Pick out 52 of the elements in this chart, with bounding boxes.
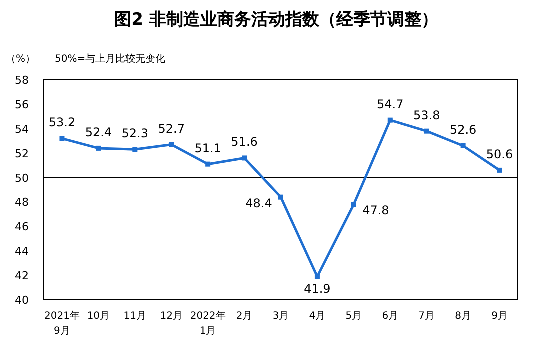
point: [242, 156, 248, 161]
data-label: 53.2: [48, 116, 76, 130]
point: [60, 136, 65, 142]
y-axis-title: （%）: [6, 54, 36, 65]
x-tick-label: 12月: [160, 311, 183, 322]
y-tick-label: 44: [15, 245, 29, 258]
point: [278, 194, 284, 200]
text: 50%=与上月比较无变化: [55, 53, 166, 65]
point: [169, 142, 174, 148]
data-label: 51.6: [231, 135, 258, 150]
x-tick-label: 8月: [455, 311, 472, 322]
point: [314, 274, 320, 280]
y-tick-label: 50: [15, 172, 29, 185]
point: [497, 168, 502, 173]
point: [351, 202, 356, 208]
data-label: 54.7: [377, 97, 404, 112]
data-label: 53.8: [413, 108, 440, 122]
chart-title: 图2 非制造业商务活动指数（经季节调整）: [114, 10, 438, 30]
data-label: 52.6: [450, 123, 477, 137]
point: [96, 146, 102, 151]
x-tick-label: 6月: [382, 311, 399, 322]
x-tick-label: 10月: [87, 311, 110, 322]
y-tick-label: 42: [15, 270, 29, 283]
data-label: 51.1: [194, 141, 222, 156]
x-tick-label: 7月: [418, 311, 436, 322]
point: [132, 147, 138, 152]
data-label: 52.7: [158, 122, 185, 136]
data-label: 41.9: [304, 282, 331, 296]
y-tick-label: 48: [15, 196, 29, 210]
data-label: 50.6: [486, 147, 514, 162]
data-label: 48.4: [246, 196, 272, 210]
y-tick-label: 56: [15, 98, 29, 112]
point: [424, 128, 430, 134]
point: [460, 144, 466, 148]
x-tick-label: 9月: [492, 311, 508, 322]
x-tick-label: 11月: [124, 311, 147, 322]
data-label: 52.4: [85, 125, 112, 140]
x-tick-label: 2022年 1月: [190, 310, 226, 337]
y-tick-label: 46: [15, 220, 29, 234]
data-label: 47.8: [362, 204, 390, 218]
point: [388, 118, 393, 123]
y-tick-label: 54: [15, 122, 29, 136]
y-tick-label: 52: [15, 147, 29, 160]
x-tick-label: 3月: [272, 311, 290, 322]
x-tick-label: 2月: [236, 311, 253, 322]
y-tick-label: 40: [15, 294, 29, 307]
x-tick-label: 2021年 9月: [44, 310, 80, 337]
point: [206, 162, 211, 167]
data-label: 52.3: [122, 126, 149, 141]
x-tick-label: 4月: [309, 311, 326, 322]
x-tick-label: 5月: [346, 311, 362, 322]
y-tick-label: 58: [15, 74, 29, 87]
